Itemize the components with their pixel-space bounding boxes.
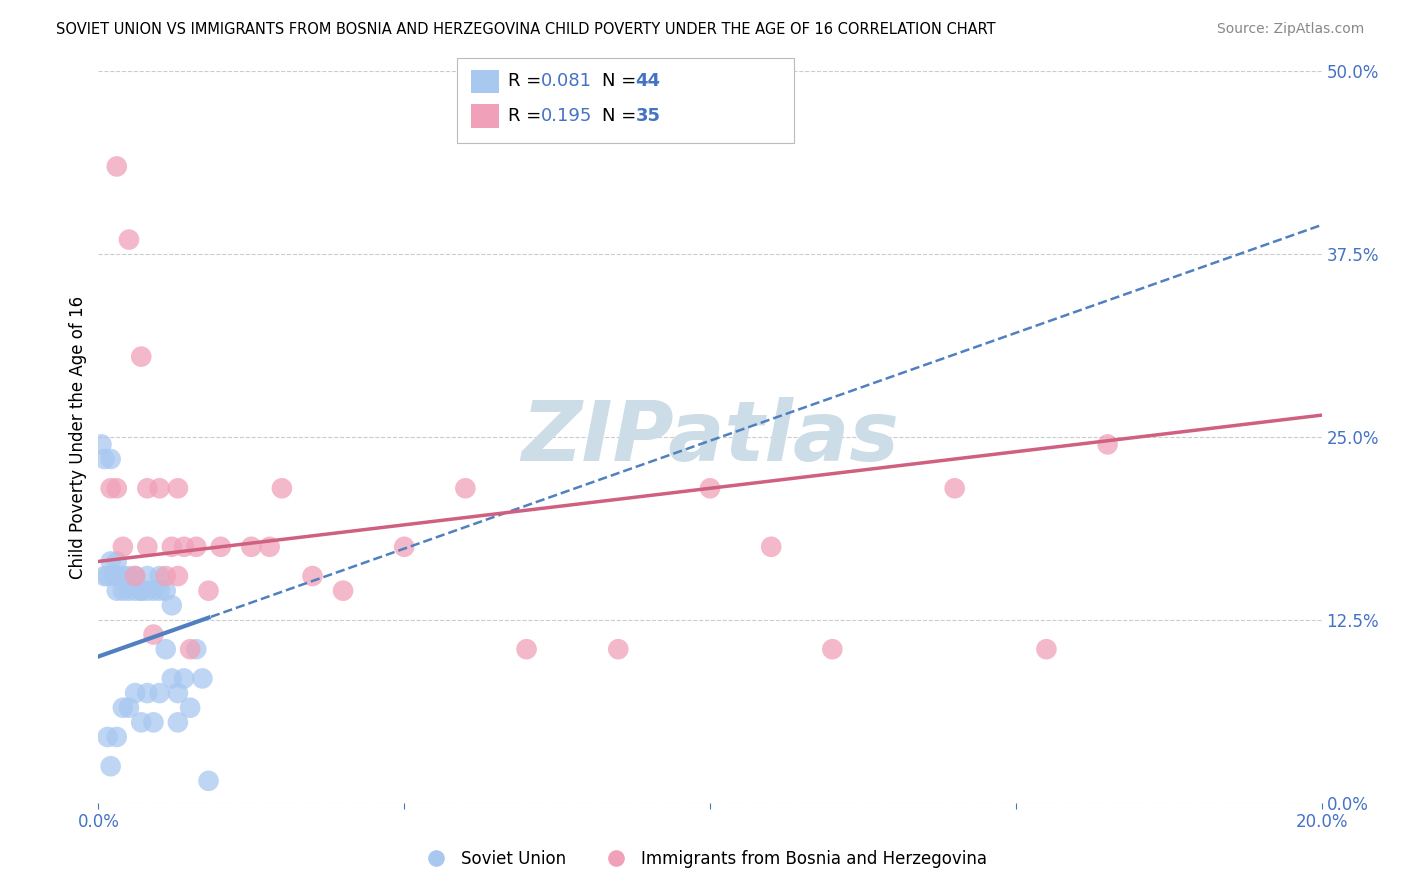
- Point: [118, 233, 141, 247]
- Point: [392, 540, 416, 554]
- Point: [454, 481, 477, 495]
- Point: [209, 540, 232, 554]
- Point: [516, 642, 538, 657]
- Point: [186, 642, 208, 657]
- Point: [149, 569, 172, 583]
- Point: [160, 540, 183, 554]
- Point: [93, 569, 115, 583]
- Text: 0.081: 0.081: [541, 72, 592, 90]
- Point: [155, 583, 177, 598]
- Text: Source: ZipAtlas.com: Source: ZipAtlas.com: [1216, 22, 1364, 37]
- Point: [191, 672, 214, 686]
- Point: [111, 583, 134, 598]
- Text: N =: N =: [602, 107, 641, 125]
- Point: [179, 700, 201, 714]
- Point: [821, 642, 844, 657]
- Point: [167, 569, 190, 583]
- Point: [103, 569, 125, 583]
- Point: [124, 569, 146, 583]
- Point: [105, 730, 128, 744]
- Point: [332, 583, 354, 598]
- Point: [142, 627, 165, 641]
- Point: [124, 686, 146, 700]
- Text: ZIPatlas: ZIPatlas: [522, 397, 898, 477]
- Point: [142, 583, 165, 598]
- Point: [100, 554, 122, 568]
- Point: [142, 715, 165, 730]
- Point: [179, 642, 201, 657]
- Point: [186, 540, 208, 554]
- Point: [118, 569, 141, 583]
- Point: [90, 437, 112, 451]
- Point: [160, 672, 183, 686]
- Point: [167, 481, 190, 495]
- Point: [1035, 642, 1057, 657]
- Point: [129, 350, 152, 364]
- Point: [699, 481, 721, 495]
- Point: [149, 583, 172, 598]
- Point: [97, 569, 120, 583]
- Point: [136, 481, 159, 495]
- Point: [129, 583, 152, 598]
- Point: [173, 540, 195, 554]
- Text: R =: R =: [508, 107, 547, 125]
- Point: [105, 583, 128, 598]
- Point: [136, 583, 159, 598]
- Point: [100, 759, 122, 773]
- Point: [97, 730, 120, 744]
- Text: SOVIET UNION VS IMMIGRANTS FROM BOSNIA AND HERZEGOVINA CHILD POVERTY UNDER THE A: SOVIET UNION VS IMMIGRANTS FROM BOSNIA A…: [56, 22, 995, 37]
- Point: [105, 554, 128, 568]
- Point: [136, 569, 159, 583]
- Point: [118, 583, 141, 598]
- Point: [149, 686, 172, 700]
- Point: [301, 569, 323, 583]
- Point: [111, 700, 134, 714]
- Point: [270, 481, 292, 495]
- Point: [160, 599, 183, 613]
- Point: [759, 540, 782, 554]
- Point: [167, 686, 190, 700]
- Point: [240, 540, 263, 554]
- Point: [105, 569, 128, 583]
- Point: [136, 540, 159, 554]
- Point: [111, 540, 134, 554]
- Point: [607, 642, 630, 657]
- Point: [136, 686, 159, 700]
- Point: [118, 700, 141, 714]
- Point: [111, 569, 134, 583]
- Point: [167, 715, 190, 730]
- Point: [129, 715, 152, 730]
- Y-axis label: Child Poverty Under the Age of 16: Child Poverty Under the Age of 16: [69, 295, 87, 579]
- Point: [943, 481, 966, 495]
- Legend: Soviet Union, Immigrants from Bosnia and Herzegovina: Soviet Union, Immigrants from Bosnia and…: [412, 844, 994, 875]
- Point: [105, 481, 128, 495]
- Point: [197, 583, 219, 598]
- Point: [100, 481, 122, 495]
- Text: 44: 44: [636, 72, 661, 90]
- Point: [124, 569, 146, 583]
- Point: [259, 540, 281, 554]
- Text: R =: R =: [508, 72, 547, 90]
- Point: [155, 569, 177, 583]
- Point: [124, 583, 146, 598]
- Point: [100, 452, 122, 467]
- Point: [173, 672, 195, 686]
- Point: [149, 481, 172, 495]
- Text: 35: 35: [636, 107, 661, 125]
- Point: [1097, 437, 1119, 451]
- Point: [129, 583, 152, 598]
- Point: [155, 642, 177, 657]
- Text: 0.195: 0.195: [541, 107, 593, 125]
- Text: N =: N =: [602, 72, 641, 90]
- Point: [197, 773, 219, 788]
- Point: [93, 452, 115, 467]
- Point: [105, 160, 128, 174]
